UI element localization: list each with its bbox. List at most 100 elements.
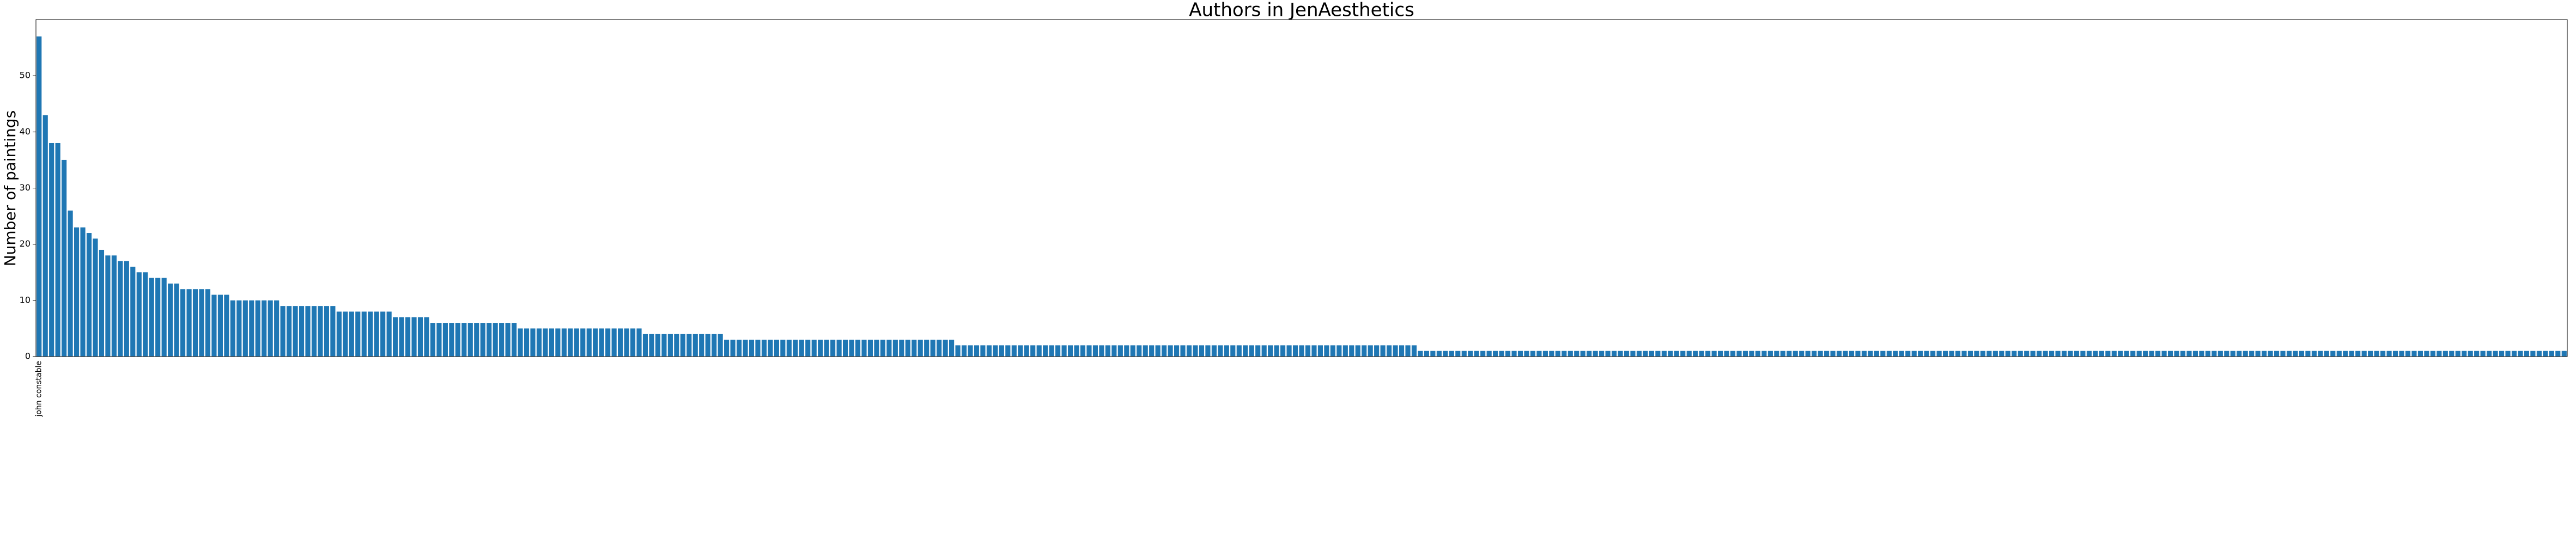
bar — [1205, 345, 1211, 357]
bar — [180, 289, 186, 357]
bar — [568, 328, 573, 357]
bar — [461, 323, 467, 357]
bar — [774, 340, 779, 357]
bar — [630, 328, 636, 357]
bar — [1168, 345, 1173, 357]
bar — [1224, 345, 1229, 357]
bar — [1049, 345, 1054, 357]
y-tick-label: 0 — [25, 351, 31, 361]
bar — [299, 306, 305, 357]
bar — [2274, 351, 2280, 357]
bar — [1092, 345, 1098, 357]
bar — [580, 328, 586, 357]
bar — [1380, 345, 1386, 357]
bar — [1405, 345, 1411, 357]
bar — [1480, 351, 1486, 357]
bar — [1311, 345, 1317, 357]
bar — [1655, 351, 1661, 357]
bar — [1868, 351, 1873, 357]
bar — [311, 306, 317, 357]
bar — [411, 317, 417, 357]
bar — [1611, 351, 1617, 357]
y-tick-label: 20 — [20, 238, 31, 249]
bar — [2555, 351, 2561, 357]
bar — [480, 323, 485, 357]
bar — [442, 323, 448, 357]
bar — [355, 311, 361, 357]
bar — [1955, 351, 1961, 357]
bar — [93, 238, 98, 357]
bar — [2299, 351, 2305, 357]
bar — [1486, 351, 1492, 357]
bar — [1199, 345, 1205, 357]
bar — [924, 340, 929, 357]
bar — [805, 340, 811, 357]
bar — [1236, 345, 1242, 357]
bar — [1893, 351, 1898, 357]
bar — [474, 323, 479, 357]
bar — [1024, 345, 1029, 357]
bar — [943, 340, 948, 357]
bar — [1355, 345, 1360, 357]
bar — [761, 340, 767, 357]
bar — [712, 334, 717, 357]
bar — [2392, 351, 2398, 357]
bar — [2336, 351, 2342, 357]
bar — [155, 278, 161, 357]
bar — [149, 278, 154, 357]
bar — [368, 311, 373, 357]
bar — [1180, 345, 1186, 357]
bar — [524, 328, 530, 357]
bar — [1230, 345, 1236, 357]
bar — [467, 323, 473, 357]
bar — [2386, 351, 2392, 357]
bar — [2437, 351, 2442, 357]
bar — [499, 323, 505, 357]
bar — [2111, 351, 2117, 357]
bar — [1724, 351, 1729, 357]
bar — [1393, 345, 1398, 357]
bar — [2243, 351, 2248, 357]
bar — [405, 317, 411, 357]
bar — [1605, 351, 1611, 357]
bar — [1643, 351, 1648, 357]
bar — [1018, 345, 1023, 357]
bar — [1761, 351, 1767, 357]
bar — [249, 300, 254, 357]
bar — [2493, 351, 2498, 357]
bar — [1718, 351, 1723, 357]
chart-title: Authors in JenAesthetics — [1189, 0, 1414, 21]
bar — [1317, 345, 1323, 357]
bar — [1374, 345, 1380, 357]
bar — [974, 345, 980, 357]
bar — [2343, 351, 2348, 357]
y-axis-label: Number of paintings — [1, 111, 19, 267]
bar — [68, 210, 73, 357]
y-tick-label: 30 — [20, 182, 31, 193]
bar — [1911, 351, 1917, 357]
bar — [1193, 345, 1198, 357]
bar — [2499, 351, 2505, 357]
bar — [2080, 351, 2086, 357]
bar — [436, 323, 442, 357]
bar — [1874, 351, 1879, 357]
bar — [730, 340, 736, 357]
bar — [2262, 351, 2267, 357]
bar — [724, 340, 730, 357]
bar — [561, 328, 567, 357]
bar — [1880, 351, 1886, 357]
bar — [1905, 351, 1911, 357]
bar — [2293, 351, 2298, 357]
bar — [2024, 351, 2030, 357]
bar — [1455, 351, 1461, 357]
bar — [2086, 351, 2092, 357]
bar — [287, 306, 292, 357]
bar — [2361, 351, 2367, 357]
bar — [2455, 351, 2460, 357]
bar — [674, 334, 679, 357]
bar — [2561, 351, 2567, 357]
bar — [199, 289, 204, 357]
bar — [417, 317, 423, 357]
bar — [1767, 351, 1773, 357]
bar — [1493, 351, 1498, 357]
